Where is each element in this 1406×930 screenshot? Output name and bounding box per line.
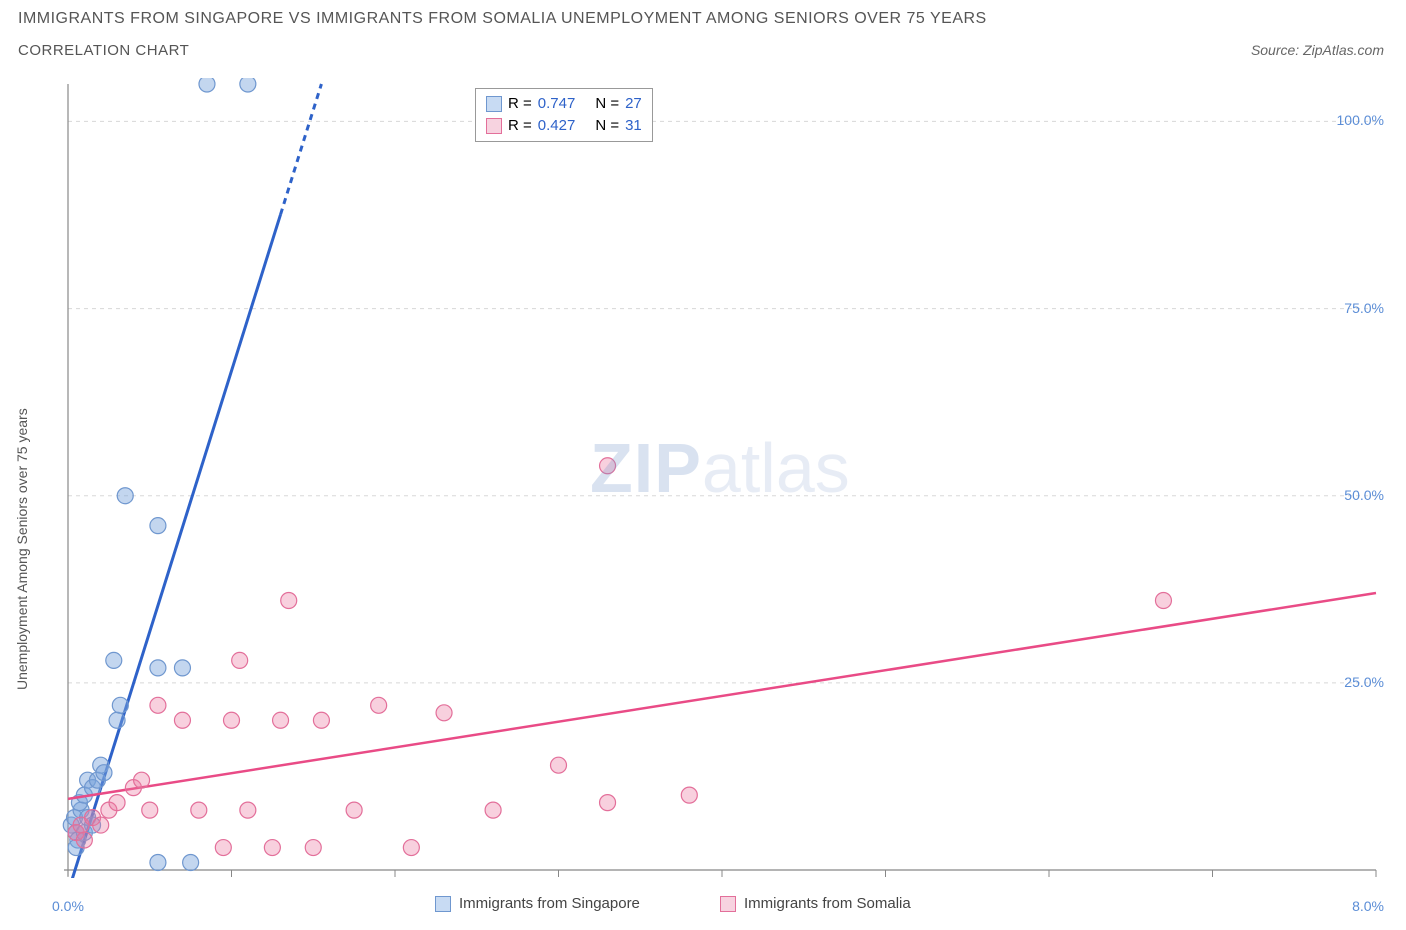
y-tick-100: 100.0% <box>1337 112 1384 128</box>
n-value-somalia: 31 <box>625 115 642 137</box>
y-axis-label: Unemployment Among Seniors over 75 years <box>14 408 30 690</box>
r-label: R = <box>508 115 532 137</box>
legend-singapore: Immigrants from Singapore <box>435 895 640 912</box>
r-label: R = <box>508 93 532 115</box>
n-label: N = <box>595 115 619 137</box>
chart-title-line2: CORRELATION CHART <box>18 42 189 59</box>
x-tick-0: 0.0% <box>52 898 84 914</box>
y-tick-25: 25.0% <box>1344 674 1384 690</box>
y-tick-75: 75.0% <box>1344 300 1384 316</box>
r-value-somalia: 0.427 <box>538 115 576 137</box>
swatch-singapore <box>486 96 502 112</box>
stats-row-singapore: R = 0.747 N = 27 <box>486 93 642 115</box>
legend-somalia: Immigrants from Somalia <box>720 895 911 912</box>
legend-label-somalia: Immigrants from Somalia <box>744 895 911 912</box>
source-label: Source: ZipAtlas.com <box>1251 42 1384 58</box>
x-tick-8: 8.0% <box>1352 898 1384 914</box>
plot-area: ZIPatlas R = 0.747 N = 27 R = 0.427 N = … <box>60 78 1384 878</box>
legend-label-singapore: Immigrants from Singapore <box>459 895 640 912</box>
legend-swatch-somalia <box>720 896 736 912</box>
n-value-singapore: 27 <box>625 93 642 115</box>
n-label: N = <box>595 93 619 115</box>
correlation-chart-svg <box>60 78 1384 878</box>
r-value-singapore: 0.747 <box>538 93 576 115</box>
stats-row-somalia: R = 0.427 N = 31 <box>486 115 642 137</box>
stats-box: R = 0.747 N = 27 R = 0.427 N = 31 <box>475 88 653 142</box>
y-tick-50: 50.0% <box>1344 487 1384 503</box>
swatch-somalia <box>486 118 502 134</box>
legend-swatch-singapore <box>435 896 451 912</box>
chart-title-line1: IMMIGRANTS FROM SINGAPORE VS IMMIGRANTS … <box>18 10 987 28</box>
